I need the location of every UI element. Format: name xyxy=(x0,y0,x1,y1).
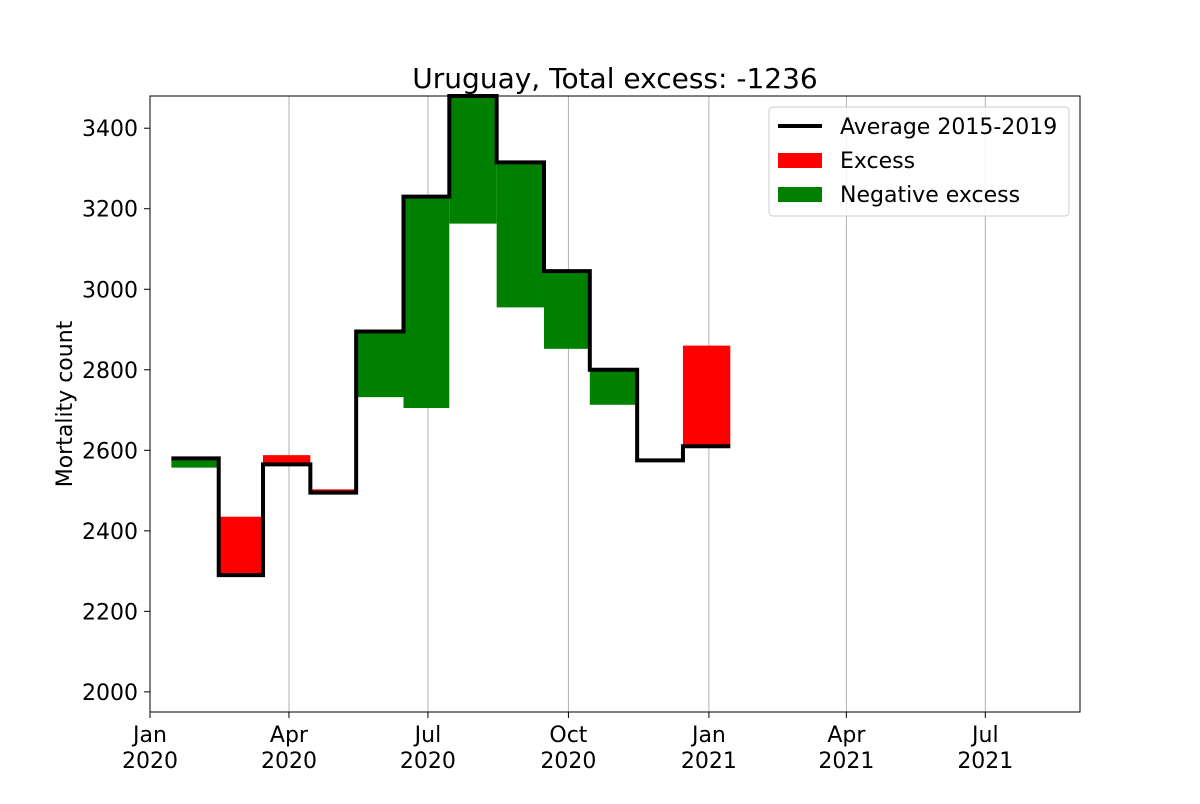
x-tick-label-line: 2020 xyxy=(261,749,317,774)
x-tick-label-line: 2020 xyxy=(122,749,178,774)
x-tick-label: Jan 2021 xyxy=(681,723,737,774)
x-tick-label: Jul 2021 xyxy=(957,723,1013,774)
excess-bar xyxy=(682,345,731,447)
x-tick-label: Jul 2020 xyxy=(400,723,456,774)
x-tick-label-line: Jul xyxy=(413,723,442,748)
y-tick-label: 2600 xyxy=(82,439,138,464)
negative-excess-bar xyxy=(496,162,544,308)
x-tick-label-line: 2021 xyxy=(957,749,1013,774)
x-tick-label: Apr 2021 xyxy=(818,723,874,774)
x-tick-label-line: Apr xyxy=(827,723,866,748)
plot-frame xyxy=(149,95,1081,713)
y-tick-label: 3400 xyxy=(82,117,138,142)
excess-bar xyxy=(263,455,311,465)
line-layer xyxy=(171,94,731,578)
x-tick-label-line: 2021 xyxy=(818,749,874,774)
x-tick-label: Jan 2020 xyxy=(122,723,178,774)
average-line xyxy=(171,94,731,578)
y-tick-label: 3000 xyxy=(82,278,138,303)
x-tick-label: Oct 2020 xyxy=(540,723,596,774)
legend-swatch-negative-excess xyxy=(778,187,822,202)
negative-excess-bar xyxy=(356,331,404,398)
x-tick-label-line: Jul xyxy=(970,723,999,748)
legend-label-average: Average 2015-2019 xyxy=(840,115,1057,140)
x-tick-label-line: Oct xyxy=(549,723,587,748)
legend-label-negative-excess: Negative excess xyxy=(840,183,1020,208)
x-tick-label-line: Apr xyxy=(270,723,309,748)
y-tick-label: 2800 xyxy=(82,359,138,384)
x-tick-label-line: 2020 xyxy=(400,749,456,774)
negative-excess-bar xyxy=(543,271,590,349)
x-tick-label-line: Jan xyxy=(690,723,726,748)
y-tick-label: 2200 xyxy=(82,600,138,625)
excess-bar xyxy=(218,516,264,576)
chart-title: Uruguay, Total excess: -1236 xyxy=(412,62,817,95)
legend-label-excess: Excess xyxy=(840,149,915,174)
x-tick-label-line: 2020 xyxy=(540,749,596,774)
x-tick-label-line: 2021 xyxy=(681,749,737,774)
negative-excess-bar xyxy=(403,196,450,409)
x-tick-label-line: Jan xyxy=(131,723,167,748)
legend-swatch-excess xyxy=(778,153,822,168)
negative-excess-bar xyxy=(449,96,497,224)
fill-layer xyxy=(171,96,731,576)
y-tick-label: 2000 xyxy=(82,681,138,706)
y-axis-label: Mortality count xyxy=(53,320,78,487)
x-tick-label: Apr 2020 xyxy=(261,723,317,774)
negative-excess-bar xyxy=(171,458,219,468)
y-tick-label: 3200 xyxy=(82,198,138,223)
y-tick-label: 2400 xyxy=(82,520,138,545)
legend: Average 2015-2019 Excess Negative excess xyxy=(768,106,1070,217)
legend-box xyxy=(768,106,1070,217)
negative-excess-bar xyxy=(589,369,638,405)
